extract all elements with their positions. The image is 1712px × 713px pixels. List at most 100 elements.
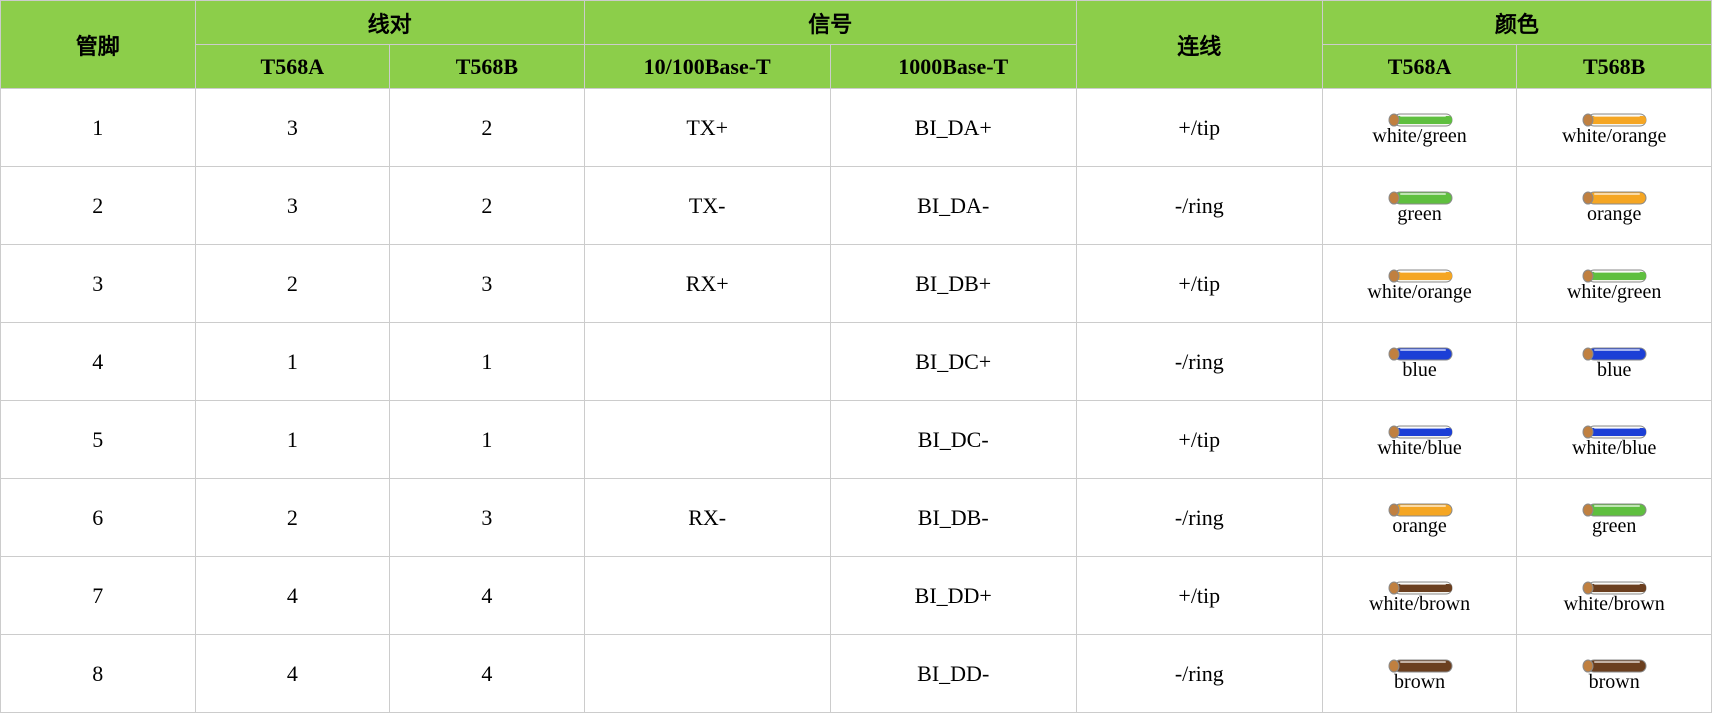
cell-signal-10-100: RX- [584,479,830,557]
cell-pin: 6 [1,479,196,557]
header-color-t568a: T568A [1322,45,1517,89]
wire-label: orange [1392,516,1446,536]
cell-pair-t568a: 3 [195,167,390,245]
cell-pin: 7 [1,557,196,635]
table-row: 323RX+BI_DB++/tipwhite/orangewhite/green [1,245,1712,323]
cell-pair-t568a: 2 [195,479,390,557]
cell-pair-t568b: 3 [390,479,585,557]
table-row: 132TX+BI_DA++/tip white/green white/orange [1,89,1712,167]
cell-color-t568a: white/brown [1322,557,1517,635]
wire-label: white/brown [1369,594,1470,614]
header-signal: 信号 [584,1,1076,45]
cell-signal-1000: BI_DA+ [830,89,1076,167]
cell-color-t568b: orange [1517,167,1712,245]
cell-pin: 2 [1,167,196,245]
cell-color-t568b: green [1517,479,1712,557]
cell-pair-t568b: 2 [390,89,585,167]
cell-signal-1000: BI_DC+ [830,323,1076,401]
header-pair: 线对 [195,1,584,45]
cell-pair-t568a: 3 [195,89,390,167]
cell-connection: -/ring [1076,635,1322,713]
table-row: 623RX-BI_DB--/ring orange green [1,479,1712,557]
cell-signal-1000: BI_DD- [830,635,1076,713]
cell-signal-10-100: TX+ [584,89,830,167]
cell-pin: 5 [1,401,196,479]
cell-connection: +/tip [1076,89,1322,167]
cell-pin: 4 [1,323,196,401]
cell-pair-t568a: 1 [195,323,390,401]
cell-color-t568b: white/brown [1517,557,1712,635]
cell-pair-t568a: 4 [195,557,390,635]
header-conn: 连线 [1076,1,1322,89]
cell-pair-t568a: 4 [195,635,390,713]
wire-label: white/green [1372,126,1466,146]
cell-signal-1000: BI_DB- [830,479,1076,557]
cell-connection: -/ring [1076,323,1322,401]
wire-label: white/orange [1367,282,1471,302]
cell-color-t568b: white/orange [1517,89,1712,167]
table-row: 744BI_DD++/tipwhite/brownwhite/brown [1,557,1712,635]
cell-color-t568a: white/orange [1322,245,1517,323]
cell-color-t568b: white/blue [1517,401,1712,479]
table-body: 132TX+BI_DA++/tipwhite/greenwhite/orange… [1,89,1712,713]
cell-color-t568a: blue [1322,323,1517,401]
rj45-pinout-table: 管脚 线对 信号 连线 颜色 T568A T568B 10/100Base-T … [0,0,1712,713]
cell-connection: +/tip [1076,245,1322,323]
cell-color-t568b: white/green [1517,245,1712,323]
cell-connection: -/ring [1076,479,1322,557]
cell-connection: +/tip [1076,401,1322,479]
header-signal-10-100: 10/100Base-T [584,45,830,89]
wire-label: blue [1402,360,1436,380]
cell-signal-10-100 [584,323,830,401]
table-row: 844BI_DD--/ringbrownbrown [1,635,1712,713]
cell-pair-t568b: 1 [390,323,585,401]
wire-label: blue [1597,360,1631,380]
cell-pin: 8 [1,635,196,713]
cell-pair-t568b: 4 [390,635,585,713]
wire-label: brown [1394,672,1445,692]
wire-label: green [1592,516,1636,536]
header-color-t568b: T568B [1517,45,1712,89]
table-row: 232TX-BI_DA--/ringgreenorange [1,167,1712,245]
wire-label: white/brown [1564,594,1665,614]
cell-color-t568a: white/blue [1322,401,1517,479]
cell-pair-t568a: 1 [195,401,390,479]
cell-signal-1000: BI_DB+ [830,245,1076,323]
cell-color-t568b: brown [1517,635,1712,713]
cell-pair-t568b: 4 [390,557,585,635]
cell-signal-1000: BI_DD+ [830,557,1076,635]
cell-connection: +/tip [1076,557,1322,635]
wire-label: white/green [1567,282,1661,302]
cell-connection: -/ring [1076,167,1322,245]
cell-color-t568a: brown [1322,635,1517,713]
wire-label: white/blue [1572,438,1656,458]
cell-signal-10-100 [584,635,830,713]
header-color: 颜色 [1322,1,1711,45]
header-pin: 管脚 [1,1,196,89]
wire-label: green [1397,204,1441,224]
wire-label: brown [1589,672,1640,692]
cell-pair-t568b: 2 [390,167,585,245]
cell-signal-10-100 [584,557,830,635]
cell-pair-t568a: 2 [195,245,390,323]
cell-signal-10-100: TX- [584,167,830,245]
cell-pair-t568b: 3 [390,245,585,323]
wire-label: orange [1587,204,1641,224]
wire-label: white/blue [1377,438,1461,458]
cell-pair-t568b: 1 [390,401,585,479]
cell-signal-10-100: RX+ [584,245,830,323]
cell-pin: 3 [1,245,196,323]
cell-color-t568a: green [1322,167,1517,245]
header-pair-t568b: T568B [390,45,585,89]
header-pair-t568a: T568A [195,45,390,89]
table-header: 管脚 线对 信号 连线 颜色 T568A T568B 10/100Base-T … [1,1,1712,89]
cell-signal-1000: BI_DC- [830,401,1076,479]
header-signal-1000: 1000Base-T [830,45,1076,89]
cell-signal-10-100 [584,401,830,479]
table-row: 411BI_DC+-/ringblueblue [1,323,1712,401]
cell-signal-1000: BI_DA- [830,167,1076,245]
cell-pin: 1 [1,89,196,167]
cell-color-t568b: blue [1517,323,1712,401]
cell-color-t568a: white/green [1322,89,1517,167]
cell-color-t568a: orange [1322,479,1517,557]
